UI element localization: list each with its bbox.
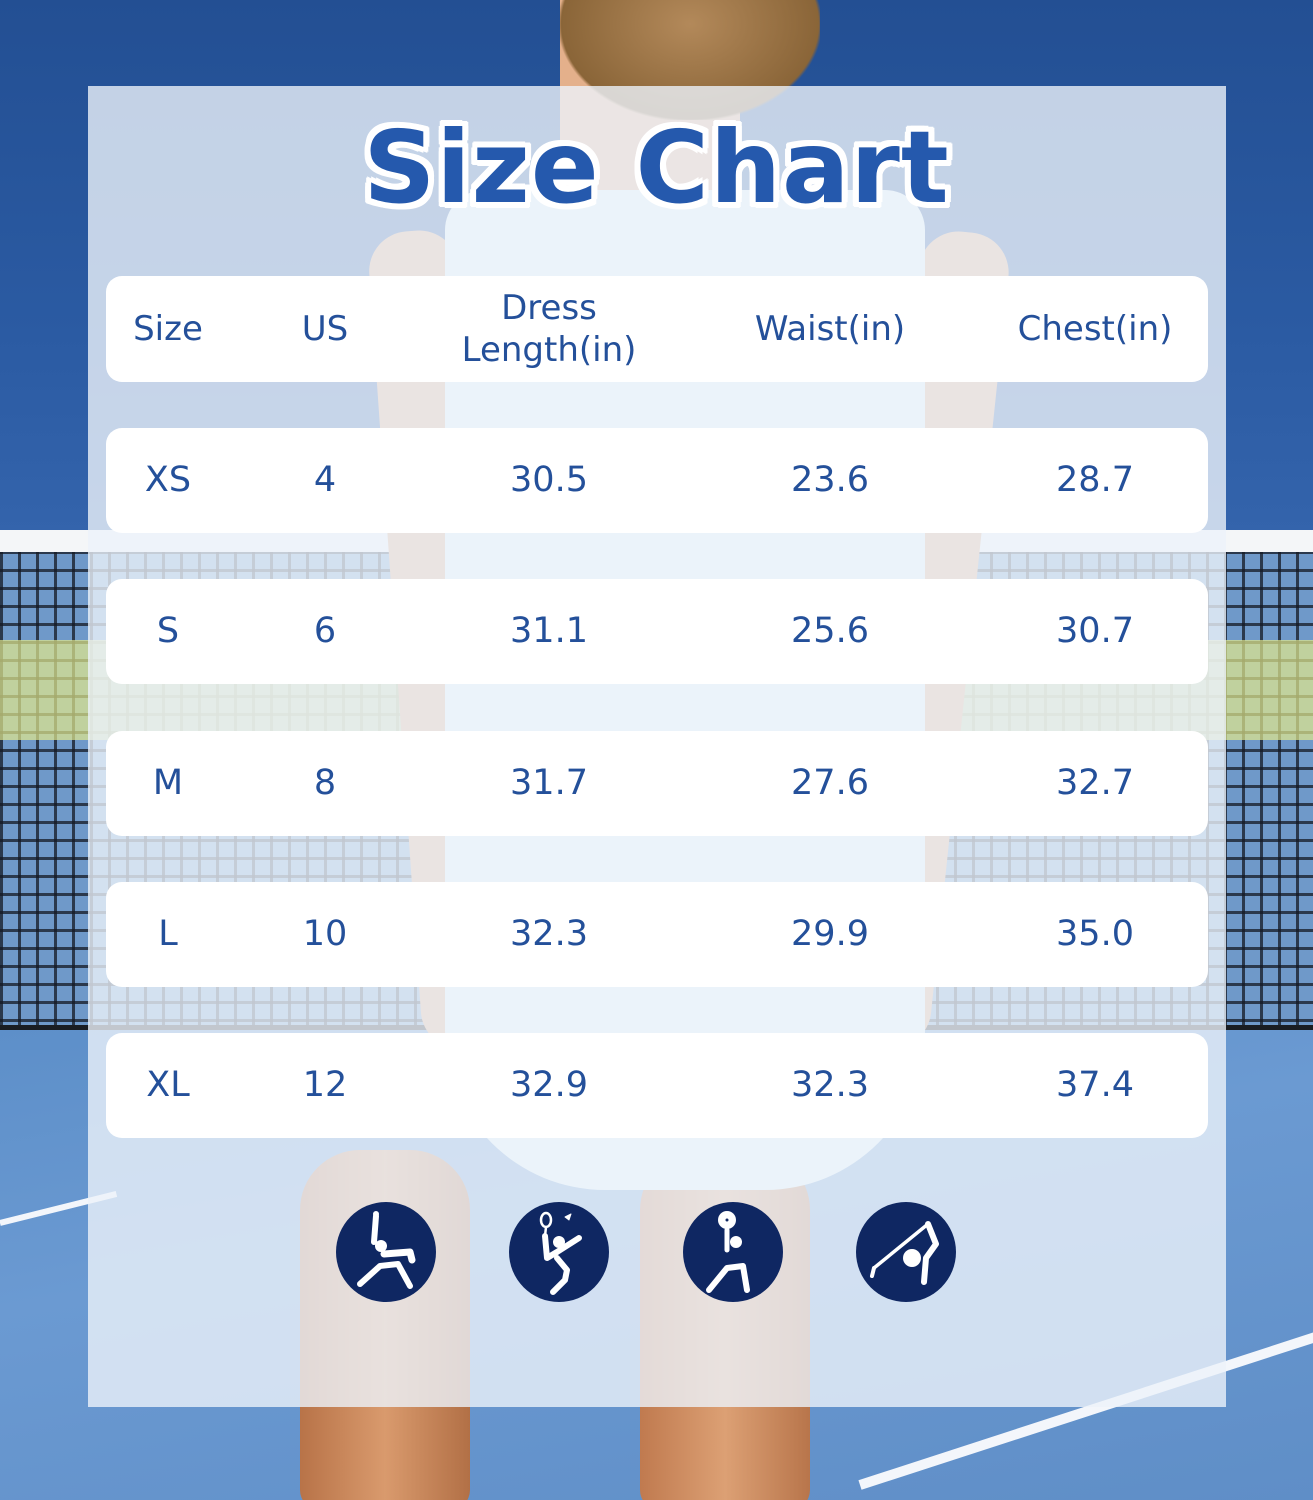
table-row-m: M 8 31.7 27.6 32.7 (106, 731, 1208, 836)
weightlifting-icon (683, 1202, 783, 1302)
badminton-icon (509, 1202, 609, 1302)
cell-dress-length: 32.9 (510, 1064, 588, 1105)
cell-chest: 30.7 (1056, 610, 1134, 651)
page-title: Size Chart (363, 109, 950, 226)
header-chest: Chest(in) (1017, 308, 1173, 349)
table-row-xs: XS 4 30.5 23.6 28.7 (106, 428, 1208, 533)
cell-chest: 28.7 (1056, 459, 1134, 500)
cell-dress-length: 30.5 (510, 459, 588, 500)
cell-size: L (158, 913, 178, 954)
table-row-s: S 6 31.1 25.6 30.7 (106, 579, 1208, 684)
cell-us: 8 (313, 762, 337, 803)
cell-us: 4 (313, 459, 337, 500)
tennis-serve-icon (336, 1202, 436, 1302)
cell-dress-length: 32.3 (510, 913, 588, 954)
cell-dress-length: 31.7 (510, 762, 588, 803)
table-row-xl: XL 12 32.9 32.3 37.4 (106, 1033, 1208, 1138)
cell-waist: 25.6 (791, 610, 869, 651)
header-dress-line2: Length(in) (461, 330, 637, 370)
cell-dress-length: 31.1 (510, 610, 588, 651)
table-header: Size US Dress Length(in) Waist(in) Chest… (106, 276, 1208, 382)
header-waist: Waist(in) (754, 308, 906, 349)
cell-chest: 35.0 (1056, 913, 1134, 954)
cell-us: 10 (302, 913, 348, 954)
cell-waist: 29.9 (791, 913, 869, 954)
cell-waist: 27.6 (791, 762, 869, 803)
cell-waist: 32.3 (791, 1064, 869, 1105)
header-size: Size (133, 308, 203, 349)
sport-icons-row (0, 1202, 1313, 1302)
header-us: US (301, 308, 349, 349)
cell-us: 12 (302, 1064, 348, 1105)
cell-size: XS (144, 459, 192, 500)
cell-us: 6 (313, 610, 337, 651)
cell-size: XL (146, 1064, 190, 1105)
cell-chest: 37.4 (1056, 1064, 1134, 1105)
cell-size: M (152, 762, 184, 803)
header-dress-line1: Dress (501, 287, 597, 328)
header-dress-length: Dress Length(in) (420, 287, 678, 372)
cell-waist: 23.6 (791, 459, 869, 500)
cell-size: S (156, 610, 180, 651)
golf-icon (856, 1202, 956, 1302)
table-row-l: L 10 32.3 29.9 35.0 (106, 882, 1208, 987)
cell-chest: 32.7 (1056, 762, 1134, 803)
